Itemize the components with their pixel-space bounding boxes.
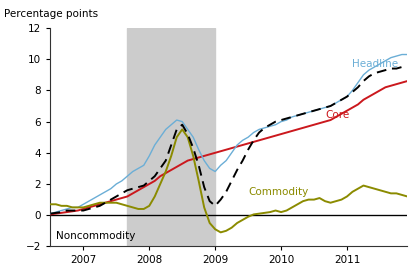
Text: Commodity: Commodity [248,187,308,197]
Text: Headline: Headline [352,59,399,69]
Text: Core: Core [325,111,349,120]
Text: Percentage points: Percentage points [4,9,98,19]
Text: Noncommodity: Noncommodity [56,231,135,241]
Bar [127,28,215,246]
